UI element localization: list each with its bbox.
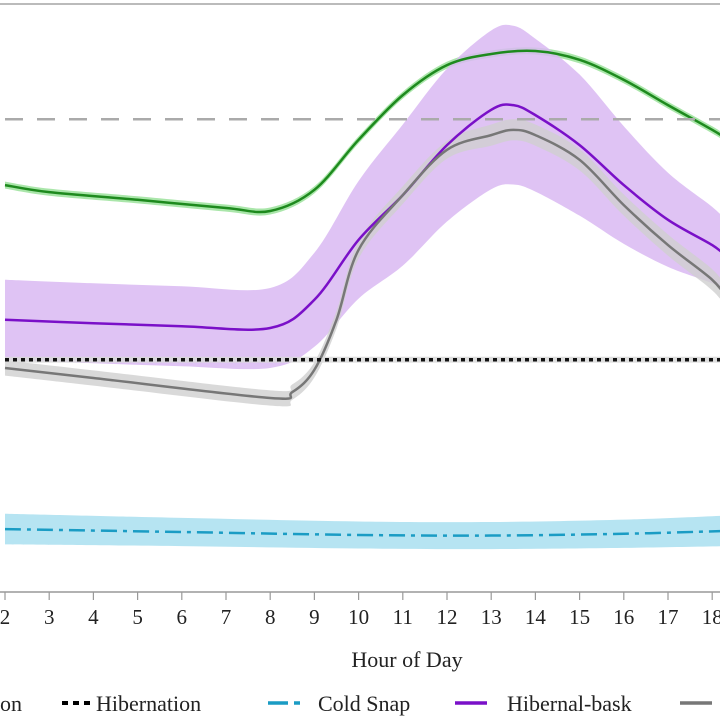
x-ticks: 2 3 4 5 6 7 8 9 10 11 12 13 14 15 16 17 18 xyxy=(0,592,720,629)
x-tick-label: 5 xyxy=(132,605,143,629)
x-tick-label: 9 xyxy=(309,605,320,629)
line-gray xyxy=(4,128,720,400)
band-purple xyxy=(5,24,720,370)
line-green xyxy=(4,49,720,214)
x-axis-title: Hour of Day xyxy=(351,647,462,672)
x-tick-label: 3 xyxy=(44,605,55,629)
legend-label: Hibernation xyxy=(96,691,201,716)
x-tick-label: 4 xyxy=(88,605,99,629)
legend-item: Hibernation xyxy=(62,691,201,716)
confidence-bands xyxy=(5,24,720,550)
legend: on Hibernation Cold Snap Hibernal-bask xyxy=(0,691,712,716)
x-tick-label: 11 xyxy=(393,605,413,629)
series-lines xyxy=(4,49,720,537)
legend-label: on xyxy=(0,691,22,716)
x-tick-label: 14 xyxy=(525,605,547,629)
x-tick-label: 10 xyxy=(348,605,369,629)
x-tick-label: 15 xyxy=(569,605,590,629)
x-tick-label: 12 xyxy=(437,605,458,629)
band-gray xyxy=(5,119,720,407)
x-tick-label: 8 xyxy=(265,605,276,629)
legend-item: Cold Snap xyxy=(268,691,410,716)
x-tick-label: 17 xyxy=(658,605,679,629)
x-tick-label: 2 xyxy=(0,605,10,629)
legend-label: Cold Snap xyxy=(318,691,410,716)
x-tick-label: 7 xyxy=(221,605,232,629)
x-tick-label: 13 xyxy=(481,605,502,629)
legend-label: Hibernal-bask xyxy=(507,691,632,716)
line-purple xyxy=(4,103,720,331)
x-tick-label: 18 xyxy=(702,605,720,629)
x-tick-label: 16 xyxy=(613,605,634,629)
legend-item: Hibernal-bask xyxy=(455,691,632,716)
line-cold-snap xyxy=(4,527,720,537)
legend-item: on xyxy=(0,691,22,716)
band-cold-snap xyxy=(5,513,720,550)
x-tick-label: 6 xyxy=(177,605,188,629)
